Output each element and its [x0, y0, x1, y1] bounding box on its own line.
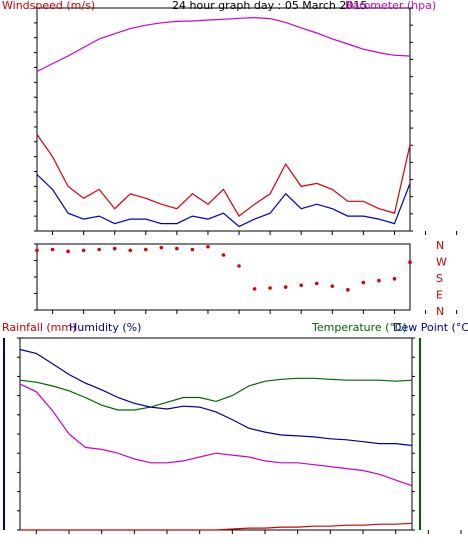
direction-point: [159, 245, 164, 250]
direction-point: [97, 247, 101, 252]
temp-hum-series-line-0: [19, 377, 413, 411]
temperature-axis-title: Temperature (°C): [311, 321, 407, 334]
direction-point: [221, 253, 226, 257]
direction-point: [330, 284, 335, 288]
humidity-axis-title: Humidity (%): [69, 321, 141, 334]
barometer-axis-title: Barometer (hpa): [345, 0, 436, 12]
direction-point: [346, 288, 350, 292]
wind-baro-series-line-1: [36, 134, 411, 217]
direction-point: [283, 285, 288, 289]
compass-label: S: [436, 272, 443, 285]
compass-label: N: [436, 239, 444, 252]
wind-baro-panel-frame: [36, 7, 411, 232]
windspeed-axis-title: Windspeed (m/s): [2, 0, 95, 12]
direction-point: [50, 247, 55, 252]
temp-hum-series-line-3: [20, 522, 413, 531]
direction-point: [66, 249, 70, 254]
direction-point: [237, 264, 241, 268]
direction-point: [361, 280, 366, 285]
direction-point: [206, 244, 210, 249]
direction-point: [128, 248, 133, 253]
rainfall-axis-title: Rainfall (mm): [2, 321, 76, 334]
chart-title: 24 hour graph day : 05 March 2015: [172, 0, 367, 12]
wind-baro-series-line-0: [36, 16, 411, 73]
compass-label: W: [436, 256, 447, 269]
direction-point: [268, 286, 272, 290]
direction-point: [314, 281, 319, 286]
direction-point: [175, 246, 179, 251]
temp-hum-series-line-2: [19, 383, 413, 487]
wind-baro-series-line-2: [36, 174, 411, 228]
compass-label: E: [436, 289, 443, 302]
direction-point: [143, 247, 148, 252]
compass-label: N: [436, 305, 444, 318]
direction-point: [392, 277, 397, 281]
direction-point: [299, 283, 304, 288]
direction-point: [112, 246, 117, 251]
dewpoint-axis-title: Dew Point (°C): [393, 321, 468, 334]
direction-point: [35, 248, 39, 253]
direction-point: [81, 248, 86, 253]
direction-point: [190, 247, 195, 252]
direction-point: [377, 278, 381, 283]
direction-point: [252, 287, 257, 291]
temp-hum-series-line-1: [19, 348, 413, 447]
direction-point: [408, 260, 412, 265]
